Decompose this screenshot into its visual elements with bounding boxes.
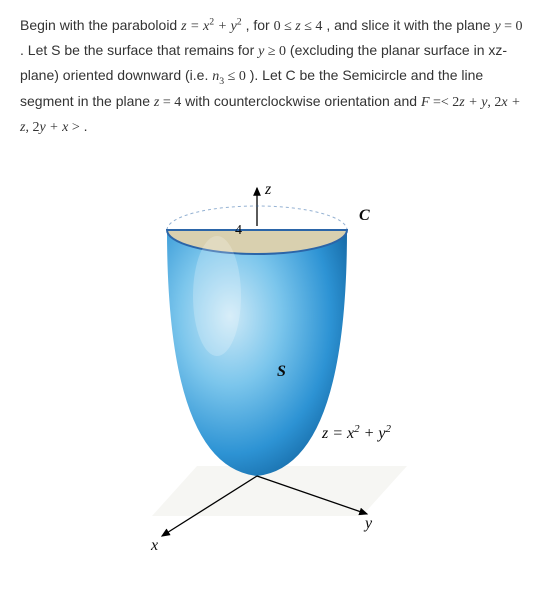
curve-C-label: C <box>359 207 370 224</box>
math-normal: n3 ≤ 0 <box>212 69 246 84</box>
text-frag: counterclockwise orientation and <box>214 93 421 109</box>
x-axis-label: x <box>150 537 158 554</box>
z-tick-4: 4 <box>235 223 242 238</box>
floor-plane <box>152 466 407 516</box>
math-ineq1: 0 ≤ z ≤ 4 <box>274 19 323 34</box>
text-frag: Begin with the paraboloid <box>20 17 181 33</box>
figure-container: 4 z x y C S z = x2 + y2 <box>20 176 524 556</box>
z-axis-label: z <box>264 181 272 198</box>
math-eq2: y = 0 <box>494 19 522 34</box>
math-eq3: z = 4 <box>154 95 181 110</box>
surface-S-label: S <box>277 363 286 380</box>
text-frag: ). Let C be <box>250 67 315 83</box>
text-frag: with <box>185 93 210 109</box>
problem-statement: Begin with the paraboloid z = x2 + y2 , … <box>20 14 524 140</box>
paraboloid-figure: 4 z x y C S z = x2 + y2 <box>107 176 437 556</box>
y-axis-label: y <box>363 515 373 532</box>
math-ineq2: y ≥ 0 <box>258 44 286 59</box>
math-eq1: z = x2 + y2 <box>181 19 242 34</box>
text-frag: . <box>84 118 88 134</box>
text-frag: . Let S be the surface that remains for <box>20 42 258 58</box>
text-frag: (excluding <box>290 42 354 58</box>
text-frag: , and slice it with <box>326 17 429 33</box>
text-frag: , for <box>246 17 274 33</box>
specular-highlight <box>193 236 241 356</box>
surface-equation: z = x2 + y2 <box>321 423 392 442</box>
text-frag: the plane <box>433 17 495 33</box>
